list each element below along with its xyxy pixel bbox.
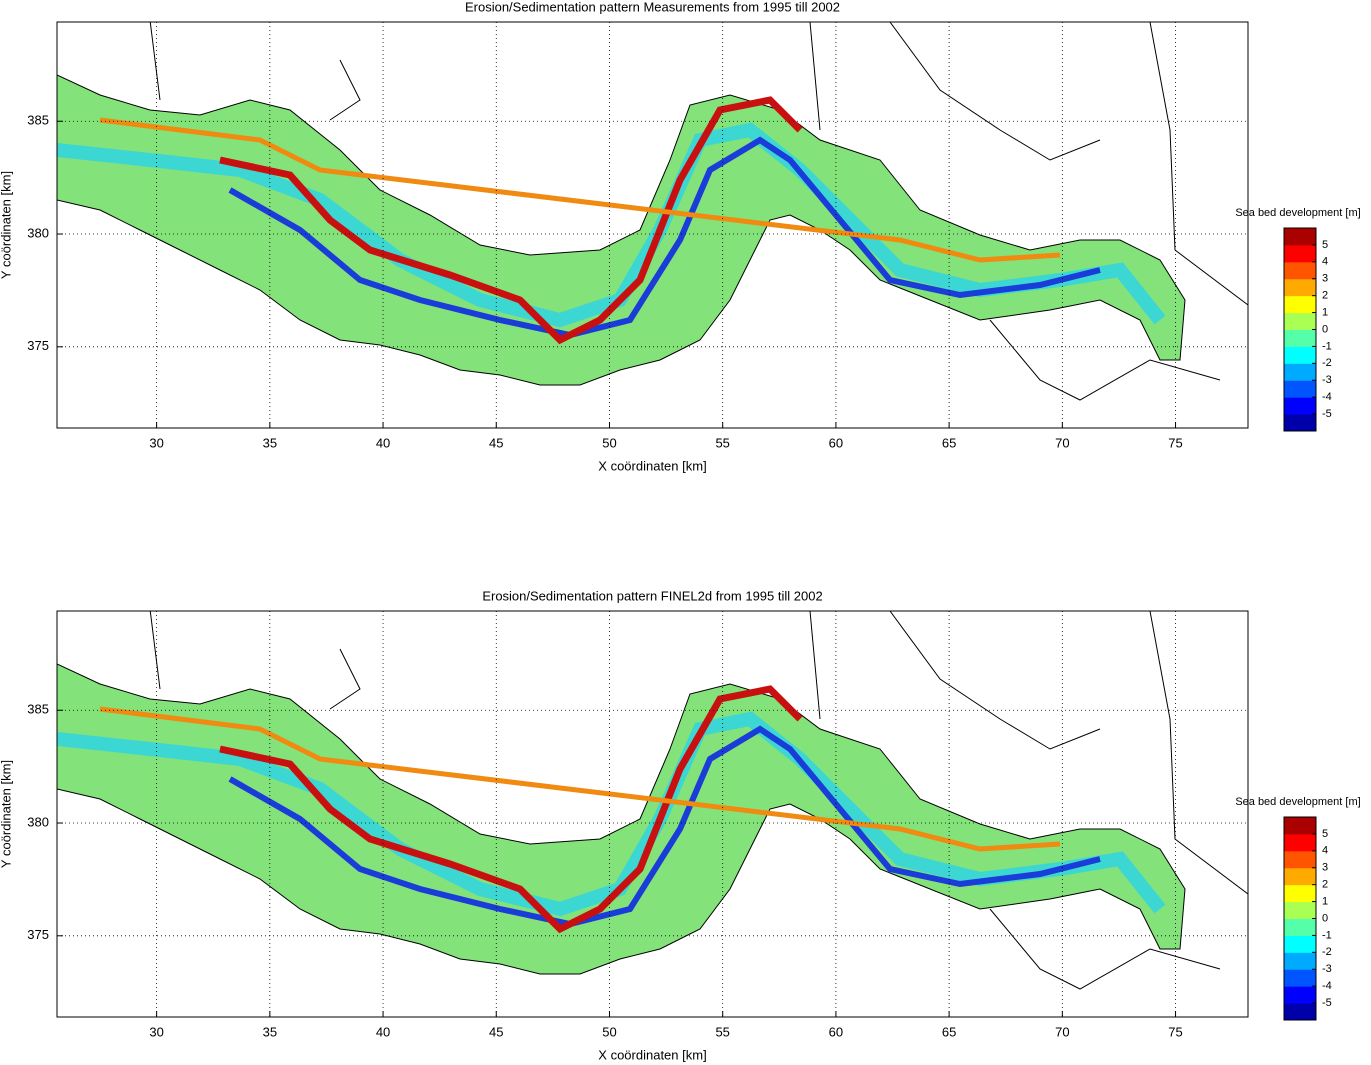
y-axis-label: Y coördinaten [km] bbox=[0, 760, 13, 868]
axes-box bbox=[56, 610, 1249, 1018]
map-layer bbox=[57, 609, 1248, 989]
y-tick-label: 385 bbox=[27, 113, 49, 128]
colorbar-step bbox=[1284, 380, 1316, 398]
colorbar-step bbox=[1284, 918, 1316, 936]
x-tick-label: 35 bbox=[263, 1024, 277, 1039]
colorbar-tick-label: -1 bbox=[1322, 340, 1332, 352]
colorbar-step bbox=[1284, 228, 1316, 246]
y-tick-label: 375 bbox=[27, 927, 49, 942]
colorbar-step bbox=[1284, 346, 1316, 364]
x-tick-label: 75 bbox=[1168, 435, 1182, 450]
colorbar-tick-label: -4 bbox=[1322, 980, 1332, 992]
y-tick-label: 385 bbox=[27, 702, 49, 717]
colorbar-step bbox=[1284, 363, 1316, 381]
x-tick-label: 65 bbox=[942, 1024, 956, 1039]
colorbar-step bbox=[1284, 295, 1316, 314]
x-axis-label: X coördinaten [km] bbox=[598, 458, 706, 473]
colorbar-tick-label: 2 bbox=[1322, 290, 1328, 302]
x-tick-label: 45 bbox=[489, 1024, 503, 1039]
y-tick-label: 375 bbox=[27, 338, 49, 353]
x-tick-label: 50 bbox=[602, 1024, 616, 1039]
colorbar-step bbox=[1284, 884, 1316, 903]
y-tick-label: 380 bbox=[27, 225, 49, 240]
colorbar-label: Sea bed development [m] bbox=[1235, 796, 1360, 808]
colorbar-step bbox=[1284, 1003, 1316, 1021]
colorbar-step bbox=[1284, 312, 1316, 330]
x-tick-label: 70 bbox=[1055, 435, 1069, 450]
colorbar-step bbox=[1284, 867, 1316, 886]
colorbar-step bbox=[1284, 850, 1316, 869]
x-tick-label: 40 bbox=[376, 435, 390, 450]
x-tick-label: 60 bbox=[829, 435, 843, 450]
y-axis-label: Y coördinaten [km] bbox=[0, 171, 13, 279]
colorbar-tick-label: 5 bbox=[1322, 828, 1328, 840]
x-tick-label: 70 bbox=[1055, 1024, 1069, 1039]
colorbar: -5 -4 -3 -2 -1 0 1 2 3 4 5 Sea bed development [m] bbox=[1235, 207, 1361, 432]
chart-title: Erosion/Sedimentation pattern Measuremen… bbox=[465, 0, 840, 14]
x-tick-label: 75 bbox=[1168, 1024, 1182, 1039]
colorbar-step bbox=[1284, 329, 1316, 347]
colorbar-tick-label: -2 bbox=[1322, 357, 1332, 369]
colorbar-tick-label: -5 bbox=[1322, 997, 1332, 1009]
x-tick-label: 35 bbox=[263, 435, 277, 450]
x-tick-label: 50 bbox=[602, 435, 616, 450]
colorbar-step bbox=[1284, 901, 1316, 919]
axes-box bbox=[56, 21, 1249, 429]
y-tick-label: 380 bbox=[27, 814, 49, 829]
chart-title: Erosion/Sedimentation pattern FINEL2d fr… bbox=[482, 588, 822, 603]
colorbar-step bbox=[1284, 261, 1316, 280]
colorbar-step bbox=[1284, 244, 1316, 263]
colorbar-label: Sea bed development [m] bbox=[1235, 207, 1360, 219]
x-axis-label: X coördinaten [km] bbox=[598, 1047, 706, 1062]
colorbar-tick-label: -3 bbox=[1322, 963, 1332, 975]
colorbar-tick-label: -5 bbox=[1322, 408, 1332, 420]
colorbar-tick-label: -1 bbox=[1322, 929, 1332, 941]
colorbar: -5 -4 -3 -2 -1 0 1 2 3 4 5 Sea bed development [m] bbox=[1235, 796, 1361, 1021]
x-tick-label: 65 bbox=[942, 435, 956, 450]
colorbar-tick-label: 3 bbox=[1322, 862, 1328, 874]
colorbar-tick-label: -3 bbox=[1322, 374, 1332, 386]
colorbar-tick-label: 3 bbox=[1322, 273, 1328, 285]
colorbar-step bbox=[1284, 969, 1316, 987]
x-tick-label: 55 bbox=[715, 435, 729, 450]
x-tick-label: 45 bbox=[489, 435, 503, 450]
colorbar-tick-label: 5 bbox=[1322, 239, 1328, 251]
x-tick-label: 30 bbox=[149, 435, 163, 450]
colorbar-tick-label: 2 bbox=[1322, 879, 1328, 891]
colorbar-step bbox=[1284, 817, 1316, 835]
map-layer bbox=[57, 20, 1248, 400]
colorbar-step bbox=[1284, 833, 1316, 852]
x-tick-label: 60 bbox=[829, 1024, 843, 1039]
x-tick-label: 40 bbox=[376, 1024, 390, 1039]
colorbar-tick-label: 4 bbox=[1322, 256, 1328, 268]
colorbar-tick-label: 0 bbox=[1322, 323, 1328, 335]
colorbar-tick-label: 1 bbox=[1322, 306, 1328, 318]
colorbar-tick-label: 0 bbox=[1322, 912, 1328, 924]
colorbar-step bbox=[1284, 397, 1316, 415]
colorbar-step bbox=[1284, 414, 1316, 432]
colorbar-tick-label: -4 bbox=[1322, 391, 1332, 403]
x-tick-label: 55 bbox=[715, 1024, 729, 1039]
colorbar-step bbox=[1284, 986, 1316, 1004]
colorbar-step bbox=[1284, 952, 1316, 970]
colorbar-step bbox=[1284, 935, 1316, 953]
colorbar-tick-label: 1 bbox=[1322, 895, 1328, 907]
colorbar-tick-label: -2 bbox=[1322, 946, 1332, 958]
x-tick-label: 30 bbox=[149, 1024, 163, 1039]
colorbar-step bbox=[1284, 278, 1316, 297]
colorbar-tick-label: 4 bbox=[1322, 845, 1328, 857]
